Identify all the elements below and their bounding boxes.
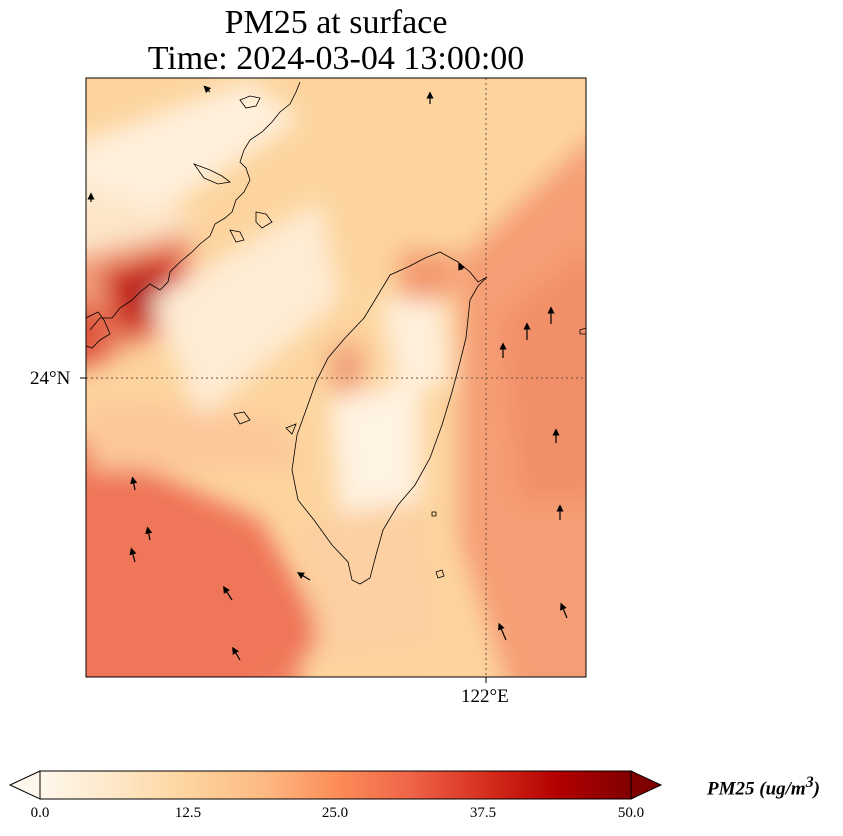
colorbar-tick-1: 12.5 [174, 805, 202, 821]
coastline [86, 81, 586, 585]
colorbar-label: PM25 (ug/m3) [707, 774, 820, 800]
colorbar-under-arrow [8, 770, 41, 800]
graticule [86, 78, 586, 677]
colorbar-gradient [39, 770, 632, 800]
plot-title-line1: PM25 at surface [224, 4, 448, 41]
colorbar [8, 770, 663, 800]
colorbar-tick-0: 0.0 [30, 805, 50, 821]
latitude-tick-label: 24°N [30, 368, 71, 389]
colorbar-over-arrow [630, 770, 663, 800]
colorbar-tick-4: 50.0 [617, 805, 645, 821]
colorbar-tick-3: 37.5 [469, 805, 497, 821]
plot-title-line2: Time: 2024-03-04 13:00:00 [147, 40, 525, 77]
colorbar-label-end: ) [813, 778, 820, 800]
colorbar-tick-2: 25.0 [321, 805, 349, 821]
longitude-tick-label: 122°E [461, 686, 509, 707]
wind-vectors [87, 85, 568, 661]
pm25-field [86, 78, 586, 677]
colorbar-label-main: PM25 (ug/m [707, 778, 806, 800]
colorbar-label-sup: 3 [805, 774, 814, 791]
